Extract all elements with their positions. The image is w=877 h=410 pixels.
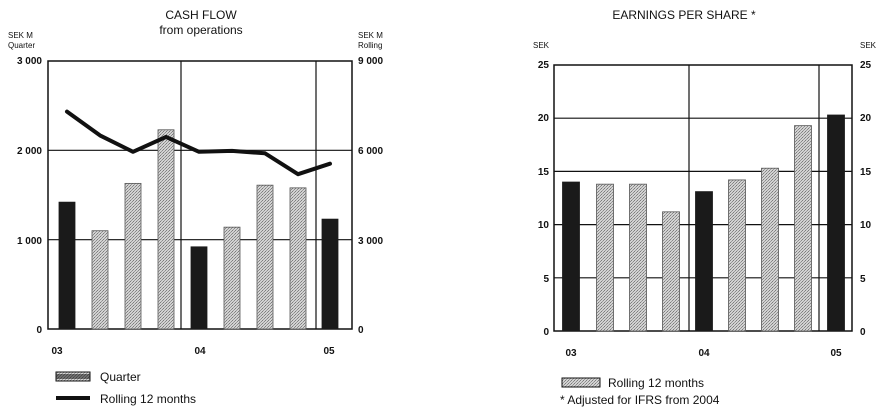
- bar-light: [728, 179, 746, 332]
- bar-light: [662, 211, 680, 332]
- y2-tick-label: 6 000: [358, 146, 383, 157]
- bar-light: [91, 230, 109, 330]
- bar-light: [256, 184, 274, 330]
- y-tick-label: 10: [538, 220, 550, 231]
- legend-rolling: Rolling 12 months: [608, 376, 704, 390]
- y-tick-label: 25: [538, 60, 550, 71]
- bar-dark: [58, 201, 76, 330]
- y2-tick-label: 15: [860, 167, 872, 178]
- bar-dark: [562, 181, 580, 332]
- y-tick-label: 3 000: [17, 56, 42, 67]
- cash-flow-title: CASH FLOW: [165, 8, 237, 22]
- eps-chart: EARNINGS PER SHARE * SEK SEK 25 20 15 10…: [533, 8, 877, 407]
- bar-dark: [321, 218, 339, 330]
- y-tick-label: 0: [543, 327, 549, 338]
- bar-light: [629, 183, 647, 332]
- rolling-12-months-line: [65, 109, 332, 177]
- x-tick-label: 05: [830, 348, 842, 359]
- x-tick-label: 05: [323, 346, 335, 357]
- y2-tick-label: 3 000: [358, 236, 383, 247]
- legend-bar-swatch: [561, 377, 601, 388]
- y2-tick-label: 5: [860, 274, 866, 285]
- right-axis-label: Rolling: [358, 41, 382, 50]
- y2-tick-label: 9 000: [358, 56, 383, 67]
- right-axis-unit: SEK M: [358, 31, 383, 40]
- bar-light: [596, 183, 614, 332]
- bar-dark: [695, 191, 713, 332]
- y2-tick-label: 0: [358, 325, 364, 336]
- bar-dark: [827, 114, 845, 332]
- bar-light: [223, 226, 241, 330]
- bar-light: [794, 125, 812, 332]
- bar-light: [157, 129, 175, 330]
- legend-bar-swatch-shade: [56, 374, 90, 379]
- bar-light: [761, 167, 779, 332]
- x-tick-label: 04: [698, 348, 710, 359]
- cash-flow-subtitle: from operations: [159, 23, 242, 37]
- legend-quarter: Quarter: [100, 370, 141, 384]
- y2-tick-label: 0: [860, 327, 866, 338]
- y-tick-label: 5: [543, 274, 549, 285]
- eps-title: EARNINGS PER SHARE *: [612, 8, 756, 22]
- bar-light: [124, 182, 142, 330]
- left-axis-unit: SEK: [533, 41, 550, 50]
- bar-dark: [190, 246, 208, 330]
- y-tick-label: 0: [36, 325, 42, 336]
- x-tick-label: 03: [565, 348, 577, 359]
- legend-rolling: Rolling 12 months: [100, 392, 196, 406]
- bar-light: [289, 187, 307, 330]
- y-tick-label: 20: [538, 113, 550, 124]
- eps-footnote: * Adjusted for IFRS from 2004: [560, 393, 720, 407]
- x-tick-label: 04: [194, 346, 206, 357]
- y2-tick-label: 20: [860, 113, 872, 124]
- y2-tick-label: 25: [860, 60, 872, 71]
- y-tick-label: 2 000: [17, 146, 42, 157]
- left-axis-label: Quarter: [8, 41, 35, 50]
- left-axis-unit: SEK M: [8, 31, 33, 40]
- x-tick-label: 03: [51, 346, 63, 357]
- right-axis-unit: SEK: [860, 41, 877, 50]
- y2-tick-label: 10: [860, 220, 872, 231]
- y-tick-label: 1 000: [17, 236, 42, 247]
- cash-flow-chart: CASH FLOW from operations SEK M Quarter …: [8, 8, 383, 406]
- y-tick-label: 15: [538, 167, 550, 178]
